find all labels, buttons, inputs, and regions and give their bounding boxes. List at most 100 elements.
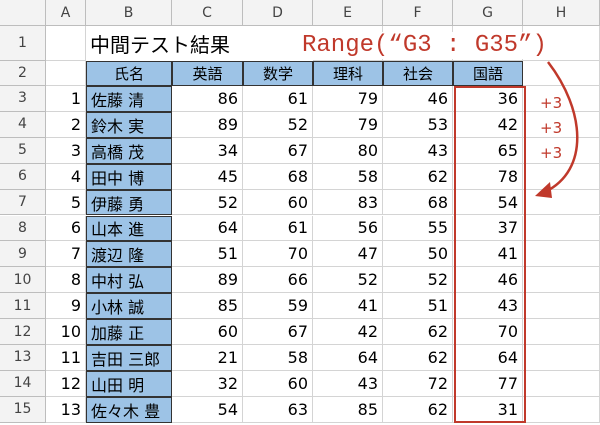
number-cell: 31 bbox=[453, 396, 523, 423]
number-cell: 1 bbox=[46, 86, 86, 112]
step-label: +3 bbox=[540, 94, 563, 112]
number-cell: 60 bbox=[243, 189, 313, 216]
number-cell: 7 bbox=[46, 241, 86, 268]
empty-cell bbox=[46, 26, 86, 61]
row-header: 3 bbox=[0, 86, 46, 112]
number-cell: 8 bbox=[46, 267, 86, 294]
name-cell: 吉田 三郎 bbox=[86, 345, 172, 371]
number-cell: 67 bbox=[243, 137, 313, 164]
column-header: A bbox=[46, 0, 86, 26]
number-cell: 78 bbox=[453, 163, 523, 190]
number-cell: 68 bbox=[243, 163, 313, 190]
number-cell: 55 bbox=[383, 215, 453, 242]
number-cell: 6 bbox=[46, 215, 86, 242]
number-cell: 46 bbox=[453, 267, 523, 294]
number-cell: 42 bbox=[313, 319, 383, 345]
arrow-head bbox=[535, 182, 552, 198]
number-cell: 9 bbox=[46, 293, 86, 320]
number-cell: 61 bbox=[243, 86, 313, 112]
row-header: 14 bbox=[0, 370, 46, 397]
column-title: 理科 bbox=[313, 61, 383, 86]
number-cell: 67 bbox=[243, 319, 313, 345]
number-cell: 43 bbox=[383, 137, 453, 164]
empty-cell bbox=[46, 61, 86, 86]
number-cell: 52 bbox=[172, 189, 243, 216]
row-header: 7 bbox=[0, 189, 46, 216]
number-cell: 42 bbox=[453, 111, 523, 138]
number-cell: 77 bbox=[453, 370, 523, 397]
number-cell: 12 bbox=[46, 370, 86, 397]
column-header: G bbox=[453, 0, 523, 26]
number-cell: 47 bbox=[313, 241, 383, 268]
number-cell: 43 bbox=[313, 370, 383, 397]
number-cell: 41 bbox=[313, 293, 383, 320]
row-header: 5 bbox=[0, 137, 46, 164]
name-cell: 渡辺 隆 bbox=[86, 241, 172, 268]
range-box bbox=[454, 86, 526, 423]
row-header: 15 bbox=[0, 396, 46, 423]
step-label: +3 bbox=[540, 144, 563, 162]
row-header: 8 bbox=[0, 215, 46, 242]
row-header: 2 bbox=[0, 61, 46, 86]
number-cell: 54 bbox=[172, 396, 243, 423]
number-cell: 79 bbox=[313, 111, 383, 138]
row-header: 13 bbox=[0, 345, 46, 371]
sheet-title: 中間テスト結果 bbox=[86, 26, 313, 61]
step-label: +3 bbox=[540, 119, 563, 137]
column-header: E bbox=[313, 0, 383, 26]
number-cell: 62 bbox=[383, 163, 453, 190]
number-cell: 36 bbox=[453, 86, 523, 112]
number-cell: 62 bbox=[383, 319, 453, 345]
number-cell: 64 bbox=[313, 345, 383, 371]
row-header: 6 bbox=[0, 163, 46, 190]
name-cell: 中村 弘 bbox=[86, 267, 172, 294]
number-cell: 65 bbox=[453, 137, 523, 164]
name-cell: 伊藤 勇 bbox=[86, 189, 172, 216]
number-cell: 70 bbox=[453, 319, 523, 345]
number-cell: 58 bbox=[243, 345, 313, 371]
column-title: 氏名 bbox=[86, 61, 172, 86]
number-cell: 56 bbox=[313, 215, 383, 242]
number-cell: 63 bbox=[243, 396, 313, 423]
name-cell: 小林 誠 bbox=[86, 293, 172, 320]
name-cell: 山本 進 bbox=[86, 215, 172, 242]
name-cell: 加藤 正 bbox=[86, 319, 172, 345]
name-cell: 佐々木 豊 bbox=[86, 396, 172, 423]
number-cell: 53 bbox=[383, 111, 453, 138]
number-cell: 52 bbox=[383, 267, 453, 294]
name-cell: 山田 明 bbox=[86, 370, 172, 397]
number-cell: 43 bbox=[453, 293, 523, 320]
number-cell: 46 bbox=[383, 86, 453, 112]
number-cell: 34 bbox=[172, 137, 243, 164]
number-cell: 83 bbox=[313, 189, 383, 216]
row-header: 4 bbox=[0, 111, 46, 138]
number-cell: 32 bbox=[172, 370, 243, 397]
number-cell: 64 bbox=[172, 215, 243, 242]
number-cell: 11 bbox=[46, 345, 86, 371]
row-header: 1 bbox=[0, 26, 46, 61]
number-cell: 89 bbox=[172, 111, 243, 138]
name-cell: 田中 博 bbox=[86, 163, 172, 190]
number-cell: 85 bbox=[313, 396, 383, 423]
corner bbox=[0, 0, 46, 26]
number-cell: 86 bbox=[172, 86, 243, 112]
number-cell: 79 bbox=[313, 86, 383, 112]
number-cell: 3 bbox=[46, 137, 86, 164]
column-header: C bbox=[172, 0, 243, 26]
column-header: D bbox=[243, 0, 313, 26]
number-cell: 80 bbox=[313, 137, 383, 164]
row-header: 9 bbox=[0, 241, 46, 268]
number-cell: 72 bbox=[383, 370, 453, 397]
number-cell: 45 bbox=[172, 163, 243, 190]
number-cell: 89 bbox=[172, 267, 243, 294]
number-cell: 62 bbox=[383, 396, 453, 423]
arrow bbox=[544, 61, 579, 194]
column-header: B bbox=[86, 0, 172, 26]
number-cell: 41 bbox=[453, 241, 523, 268]
number-cell: 61 bbox=[243, 215, 313, 242]
number-cell: 13 bbox=[46, 396, 86, 423]
number-cell: 60 bbox=[243, 370, 313, 397]
number-cell: 21 bbox=[172, 345, 243, 371]
